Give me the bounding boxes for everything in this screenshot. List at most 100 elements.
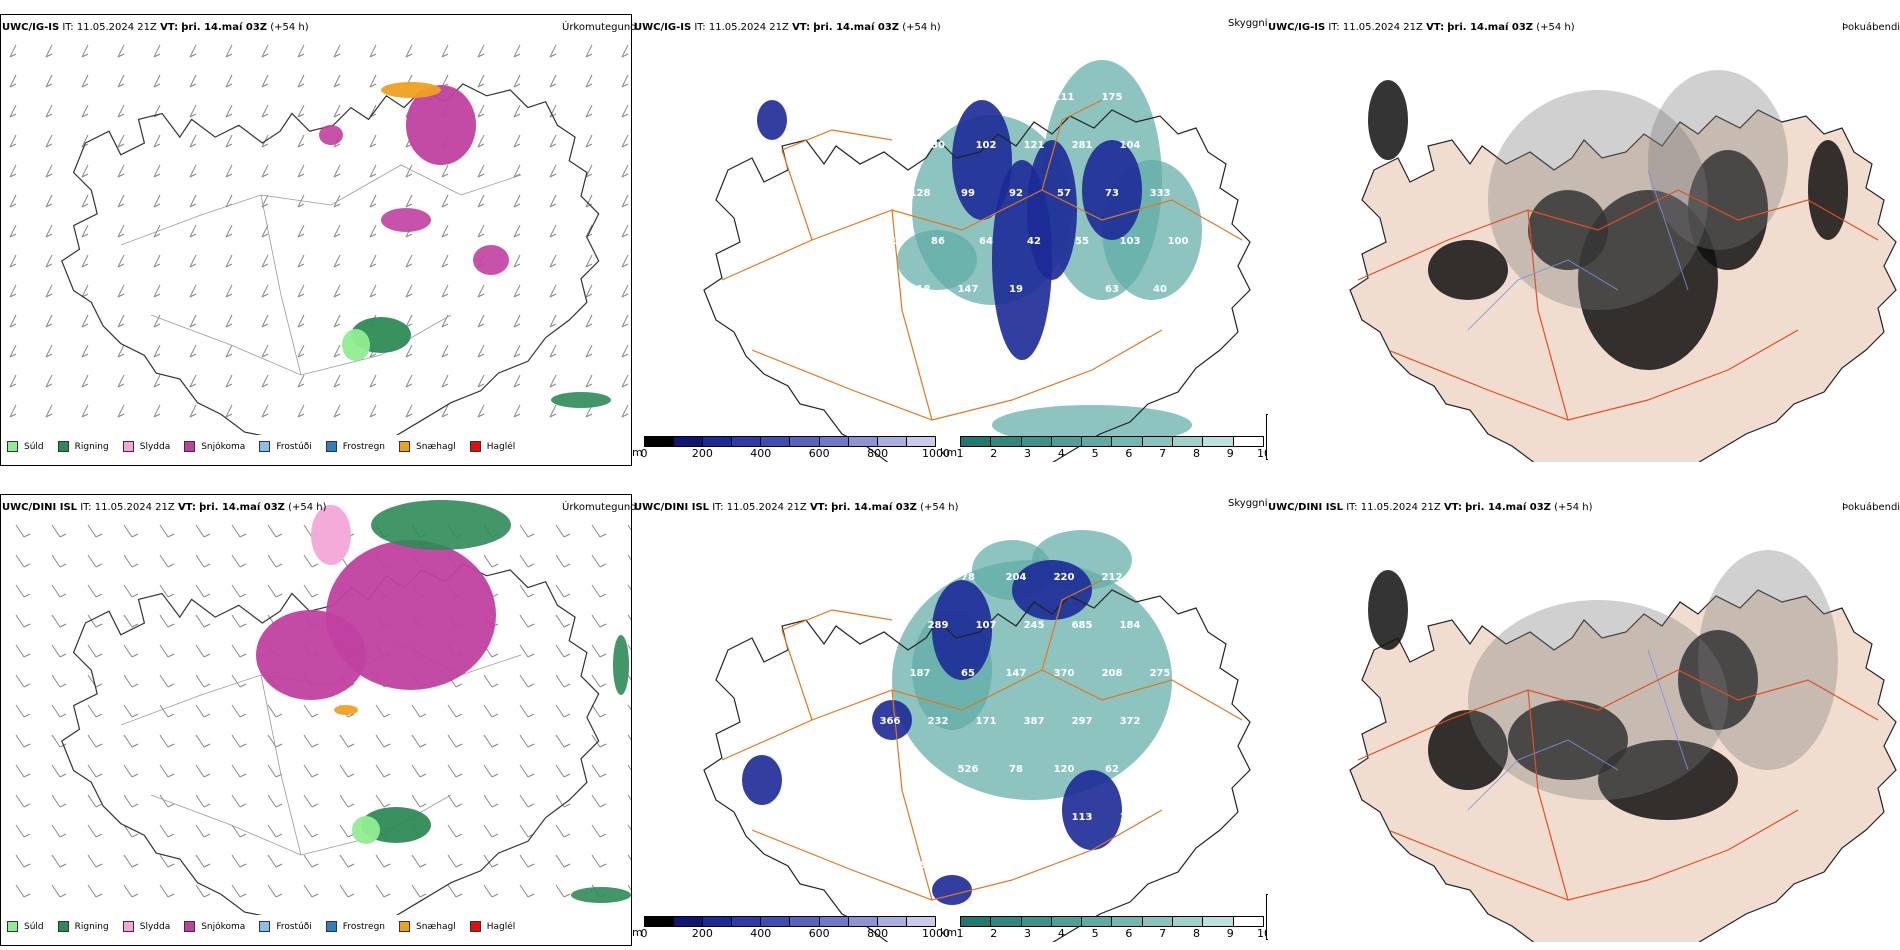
cloud-base-label: 121 bbox=[1024, 140, 1045, 151]
cloud-base-label: 147 bbox=[958, 284, 979, 295]
cloud-base-label: 179 bbox=[910, 764, 931, 775]
colorbar-tick-label: 9 bbox=[1226, 447, 1234, 460]
colorbar-swatch bbox=[991, 437, 1022, 446]
colorbar-swatch bbox=[819, 437, 849, 446]
height-colorbar-top: 0 200 400 600 800 1000 bbox=[640, 436, 951, 460]
cloud-base-area bbox=[1027, 140, 1077, 280]
legend-swatch bbox=[122, 921, 134, 932]
colorbar-swatch bbox=[1233, 437, 1263, 446]
cloud-base-label: 103 bbox=[1120, 236, 1141, 247]
cloud-base-label: 57 bbox=[1057, 188, 1071, 199]
fog-area bbox=[1368, 570, 1408, 650]
cloud-base-label: 42 bbox=[1027, 236, 1041, 247]
wind-barbs bbox=[9, 44, 629, 418]
cloud-base-label: 92 bbox=[1027, 812, 1041, 823]
cloud-base-label: 104 bbox=[862, 92, 883, 103]
fog-area bbox=[1578, 190, 1718, 370]
cloud-base-label: 175 bbox=[1102, 92, 1123, 103]
colorbar-swatch bbox=[674, 917, 704, 926]
colorbar-swatch bbox=[1112, 917, 1143, 926]
precip-title-bottom: Úrkomutegund bbox=[562, 502, 637, 513]
cloud-base-label: 261 bbox=[1150, 572, 1171, 583]
cloud-base-label: 104 bbox=[1120, 140, 1141, 151]
colorbar-swatches bbox=[644, 916, 936, 927]
cloud-base-area bbox=[1012, 560, 1092, 620]
cloud-base-label: 297 bbox=[1072, 716, 1093, 727]
legend-swatch bbox=[259, 921, 271, 932]
cloud-base-label: 227 bbox=[880, 620, 901, 631]
cloud-base-label: 107 bbox=[862, 188, 883, 199]
cloud-title-bottom: Skyggni bbox=[1228, 498, 1268, 509]
cloud-base-label: 40 bbox=[1153, 284, 1167, 295]
cloud-base-label: 118 bbox=[1168, 140, 1189, 151]
colorbar-swatch bbox=[1173, 917, 1204, 926]
cloud-base-label: 154 bbox=[862, 860, 883, 871]
fog-map-top bbox=[1349, 70, 1897, 462]
colorbar-swatch bbox=[991, 917, 1022, 926]
precip-legend-top: Súld Rigning Slydda Snjókoma Frostúði Frostre… bbox=[7, 441, 529, 452]
cloud-base-label: 245 bbox=[1024, 620, 1045, 631]
fog-title-bottom: Þokuábendi bbox=[1842, 502, 1900, 513]
precip-header-top: UWC/IG-IS IT: 11.05.2024 21Z VT: þri. 14… bbox=[2, 22, 309, 33]
snow-area bbox=[406, 85, 476, 165]
cloud-base-label: 396 bbox=[910, 92, 931, 103]
cloud-base-label: 147 bbox=[1006, 668, 1027, 679]
colorbar-swatch bbox=[674, 437, 704, 446]
height-unit-top: m bbox=[632, 446, 643, 459]
legend-label: Haglél bbox=[486, 921, 516, 932]
colorbar-swatches bbox=[960, 436, 1264, 447]
colorbar-tick-label: 4 bbox=[1057, 447, 1065, 460]
legend-swatch bbox=[7, 921, 18, 932]
cloud-base-label: 128 bbox=[910, 188, 931, 199]
legend-swatch bbox=[184, 441, 196, 452]
colorbar-swatch bbox=[906, 917, 935, 926]
colorbar-swatch bbox=[877, 917, 907, 926]
cloud-base-label: 35 bbox=[865, 284, 879, 295]
colorbar-tick-label: 1000 bbox=[922, 447, 950, 460]
cloud-header-top: UWC/IG-IS IT: 11.05.2024 21Z VT: þri. 14… bbox=[634, 22, 941, 33]
colorbar-ticks: 1 2 3 4 5 6 7 8 9 10 bbox=[957, 927, 1272, 940]
cloud-base-label: 78 bbox=[1009, 764, 1023, 775]
legend-label: Súld bbox=[24, 921, 44, 932]
legend-label: Snjókoma bbox=[201, 921, 246, 932]
colorbar-tick-label: 7 bbox=[1159, 447, 1167, 460]
cloud-base-label: 366 bbox=[880, 716, 901, 727]
iceland-outline bbox=[703, 109, 1251, 462]
road-network bbox=[1357, 189, 1879, 421]
legend-swatch bbox=[399, 441, 411, 452]
road-network bbox=[1357, 669, 1879, 901]
legend-label: Slydda bbox=[139, 441, 171, 452]
visibility-colorbar-top: 1 2 3 4 5 6 7 8 9 10 bbox=[956, 436, 1271, 460]
colorbar-tick-label: 0 bbox=[640, 447, 648, 460]
cloud-panel-top: 104 396 224 109 111 175 106 319 80 102 121 281 104 11… bbox=[632, 30, 1268, 462]
snow-area bbox=[256, 610, 366, 700]
legend-swatch bbox=[122, 441, 134, 452]
cloud-base-label: 232 bbox=[928, 716, 949, 727]
snow-area bbox=[381, 208, 431, 232]
colorbar-swatch bbox=[848, 437, 878, 446]
colorbar-tick-label: 1 bbox=[956, 447, 964, 460]
cloud-base-label: 184 bbox=[1120, 620, 1141, 631]
legend-label: Frostúði bbox=[276, 921, 312, 932]
fog-area bbox=[1598, 740, 1738, 820]
colorbar-ticks: 0 200 400 600 800 1000 bbox=[640, 447, 951, 460]
visibility-colorbar-bottom: 1 2 3 4 5 6 7 8 9 10 bbox=[957, 916, 1272, 940]
snow-area bbox=[319, 125, 343, 145]
colorbar-tick-label: 600 bbox=[808, 927, 830, 940]
cloud-base-label: 118 bbox=[910, 284, 931, 295]
precip-legend-item: Rigning bbox=[57, 441, 109, 452]
colorbar-tick-label: 7 bbox=[1159, 927, 1167, 940]
fog-gradient bbox=[1648, 70, 1788, 250]
colorbar-swatch bbox=[732, 437, 762, 446]
precip-legend-item: Súld bbox=[7, 921, 44, 932]
cloud-base-label: 204 bbox=[1006, 572, 1027, 583]
snow-area bbox=[473, 245, 509, 275]
colorbar-tick-label: 200 bbox=[691, 447, 713, 460]
colorbar-swatch bbox=[790, 917, 820, 926]
rain-area bbox=[613, 635, 629, 695]
cloud-base-label: 187 bbox=[910, 668, 931, 679]
cloud-base-label: 55 bbox=[1075, 236, 1089, 247]
precip-map-top bbox=[9, 44, 629, 435]
precip-legend-item: Slydda bbox=[122, 441, 171, 452]
cloud-base-label: 71 bbox=[883, 236, 897, 247]
